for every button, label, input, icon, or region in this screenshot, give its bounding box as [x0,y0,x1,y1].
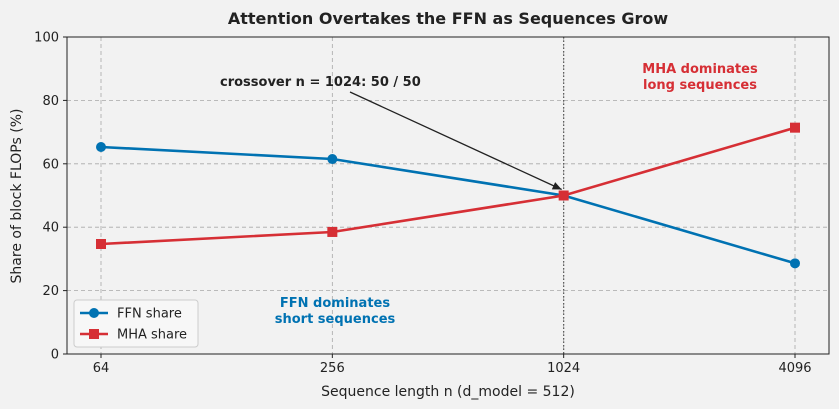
y-tick-label: 100 [34,31,59,46]
legend: FFN share MHA share [73,299,199,348]
legend-label: MHA share [117,328,187,343]
x-axis-title: Sequence length n (d_model = 512) [321,384,575,400]
x-tick-label: 4096 [778,361,811,376]
y-tick-label: 0 [51,348,59,363]
ffn-annotation-line: FFN dominates [280,296,390,311]
x-tick-label: 1024 [547,361,580,376]
data-point [96,239,106,250]
crossover-annotation: crossover n = 1024: 50 / 50 [220,75,421,90]
legend-marker [89,329,99,339]
y-tick-label: 40 [42,221,59,236]
x-tick-label: 64 [93,361,110,376]
legend-marker [89,308,99,318]
data-point [790,258,800,269]
data-point [327,154,338,165]
data-point [790,122,800,133]
mha-annotation-line: long sequences [643,78,757,93]
mha-annotation-line: MHA dominates [642,62,758,77]
y-tick-label: 60 [42,157,59,172]
axes: 0 20 40 60 80 100 64 256 1024 4096 [34,31,811,377]
crossover-arrow [349,91,562,191]
y-axis-title: Share of block FLOPs (%) [9,109,25,284]
ffn-annotation-line: short sequences [275,312,396,327]
y-tick-label: 80 [42,94,59,109]
annotations: crossover n = 1024: 50 / 50 MHA dominates… [220,62,758,327]
y-tick-label: 20 [42,284,59,299]
legend-label: FFN share [117,307,182,322]
grid [67,37,829,354]
plot-frame [66,36,830,355]
data-point [327,226,338,237]
x-tick-label: 256 [320,361,345,376]
crossover-arrowhead [551,182,562,190]
data-point [558,190,569,201]
series-layer [96,122,800,269]
series-line [100,126,796,246]
series-line [100,145,796,265]
chart-title: Attention Overtakes the FFN as Sequences… [228,9,668,28]
data-point [96,141,106,152]
